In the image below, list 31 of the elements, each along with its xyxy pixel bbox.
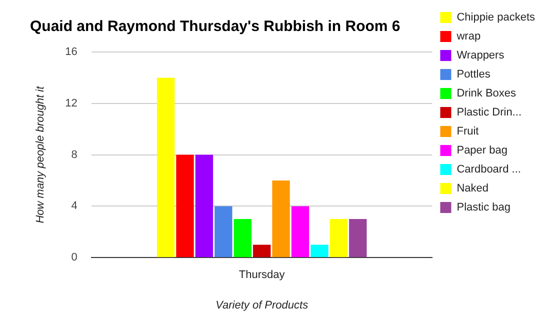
legend-label: Drink Boxes (456, 88, 517, 100)
x-tick-label: Thursday (238, 269, 286, 282)
bar (272, 180, 290, 258)
y-axis-title: How many people brought it (34, 85, 47, 224)
legend-label: Cardboard ... (456, 164, 521, 176)
legend-label: Naked (456, 182, 489, 195)
bar (253, 244, 271, 258)
bar (291, 206, 310, 258)
y-tick-label: 12 (65, 97, 78, 110)
bar (214, 206, 232, 258)
legend-label: wrap (456, 30, 481, 43)
legend-label: Wrappers (456, 50, 505, 62)
legend-label: Chippie packets (456, 12, 536, 24)
legend-label: Plastic Drin... (456, 106, 522, 119)
y-tick-label: 8 (71, 148, 78, 161)
chart-title: Quaid and Raymond Thursday's Rubbish in Room 6 (30, 18, 400, 36)
bar (195, 154, 214, 258)
bar (176, 154, 194, 258)
legend-label: Paper bag (456, 144, 508, 157)
y-tick-label: 0 (71, 252, 78, 264)
y-tick-label: 16 (65, 46, 78, 58)
legend-label: Plastic bag (456, 202, 511, 214)
x-axis-title: Variety of Products (216, 299, 309, 312)
legend-label: Fruit (456, 126, 479, 138)
bar (349, 219, 367, 258)
bar (310, 244, 328, 258)
bar (330, 219, 348, 258)
bar (234, 219, 252, 258)
bar (156, 78, 175, 258)
legend-label: Pottles (456, 68, 491, 81)
y-tick-label: 4 (71, 200, 78, 212)
